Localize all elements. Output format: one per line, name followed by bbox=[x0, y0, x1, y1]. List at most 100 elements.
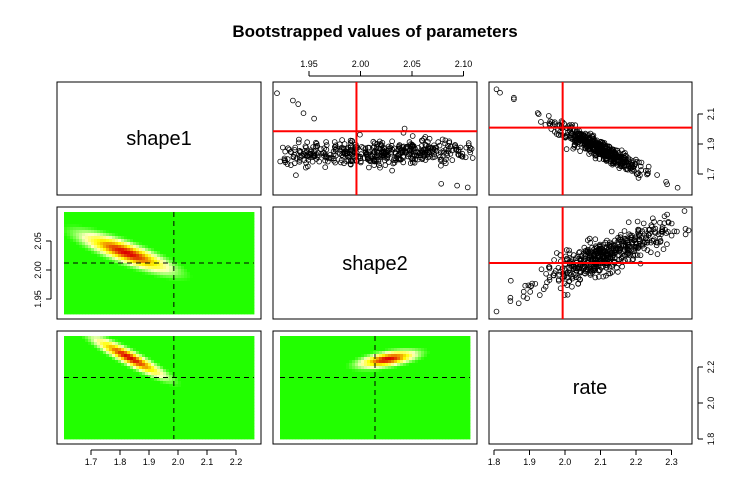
density-cell bbox=[130, 266, 134, 270]
density-cell bbox=[169, 438, 173, 440]
density-cell bbox=[145, 360, 149, 364]
density-cell bbox=[139, 369, 143, 373]
density-cell bbox=[64, 287, 68, 291]
density-cell bbox=[235, 260, 239, 264]
density-cell bbox=[73, 308, 77, 312]
density-cell bbox=[136, 423, 140, 427]
density-cell bbox=[142, 393, 146, 397]
density-cell bbox=[193, 302, 197, 306]
density-cell bbox=[247, 251, 251, 255]
density-cell bbox=[88, 390, 92, 394]
density-cell bbox=[217, 242, 221, 246]
density-cell bbox=[133, 260, 137, 264]
density-cell bbox=[220, 435, 224, 439]
density-cell bbox=[208, 420, 212, 424]
density-cell bbox=[211, 260, 215, 264]
density-cell bbox=[91, 435, 95, 439]
density-cell bbox=[70, 336, 74, 340]
density-cell bbox=[301, 336, 305, 340]
density-cell bbox=[151, 405, 155, 409]
density-cell bbox=[247, 408, 251, 412]
density-cell bbox=[100, 221, 104, 225]
density-cell bbox=[121, 345, 125, 349]
density-cell bbox=[100, 257, 104, 261]
density-cell bbox=[148, 336, 152, 340]
density-cell bbox=[100, 215, 104, 219]
density-cell bbox=[286, 357, 290, 361]
density-cell bbox=[154, 420, 158, 424]
density-cell bbox=[304, 378, 308, 382]
density-cell bbox=[175, 293, 179, 297]
density-cell bbox=[175, 432, 179, 436]
density-cell bbox=[238, 381, 242, 385]
density-cell bbox=[187, 254, 191, 258]
density-cell bbox=[190, 426, 194, 430]
density-cell bbox=[136, 296, 140, 300]
density-cell bbox=[232, 411, 236, 415]
density-cell bbox=[70, 396, 74, 400]
density-cell bbox=[85, 272, 89, 276]
density-cell bbox=[307, 393, 311, 397]
density-cell bbox=[151, 266, 155, 270]
density-cell bbox=[76, 281, 80, 285]
density-cell bbox=[130, 233, 134, 237]
density-cell bbox=[187, 278, 191, 282]
density-cell bbox=[304, 420, 308, 424]
density-cell bbox=[235, 233, 239, 237]
density-cell bbox=[109, 218, 113, 222]
density-cell bbox=[103, 414, 107, 418]
density-cell bbox=[184, 363, 188, 367]
density-cell bbox=[250, 369, 254, 373]
density-cell bbox=[91, 390, 95, 394]
density-cell bbox=[139, 348, 143, 352]
density-cell bbox=[166, 218, 170, 222]
density-cell bbox=[247, 281, 251, 285]
density-cell bbox=[223, 339, 227, 343]
density-cell bbox=[130, 366, 134, 370]
density-cell bbox=[115, 378, 119, 382]
density-cell bbox=[139, 384, 143, 388]
density-cell bbox=[223, 354, 227, 358]
density-cell bbox=[70, 212, 74, 216]
density-cell bbox=[88, 417, 92, 421]
density-cell bbox=[112, 339, 116, 343]
density-cell bbox=[139, 417, 143, 421]
density-cell bbox=[169, 342, 173, 346]
density-cell bbox=[67, 354, 71, 358]
density-cell bbox=[130, 296, 134, 300]
density-cell bbox=[142, 351, 146, 355]
density-cell bbox=[250, 402, 254, 406]
density-cell bbox=[283, 384, 287, 388]
density-cell bbox=[238, 411, 242, 415]
density-cell bbox=[241, 275, 245, 279]
density-cell bbox=[103, 393, 107, 397]
density-cell bbox=[130, 251, 134, 255]
density-cell bbox=[91, 429, 95, 433]
density-cell bbox=[172, 342, 176, 346]
density-cell bbox=[169, 423, 173, 427]
density-cell bbox=[154, 290, 158, 294]
density-cell bbox=[298, 429, 302, 433]
density-cell bbox=[139, 296, 143, 300]
density-cell bbox=[199, 278, 203, 282]
density-cell bbox=[70, 251, 74, 255]
density-cell bbox=[133, 287, 137, 291]
density-cell bbox=[112, 408, 116, 412]
density-cell bbox=[211, 360, 215, 364]
density-cell bbox=[202, 381, 206, 385]
density-cell bbox=[169, 411, 173, 415]
density-cell bbox=[286, 405, 290, 409]
density-cell bbox=[205, 281, 209, 285]
density-cell bbox=[238, 254, 242, 258]
density-cell bbox=[229, 287, 233, 291]
density-cell bbox=[190, 266, 194, 270]
density-cell bbox=[211, 405, 215, 409]
density-cell bbox=[124, 263, 128, 267]
density-cell bbox=[112, 305, 116, 309]
density-cell bbox=[298, 348, 302, 352]
density-cell bbox=[70, 311, 74, 315]
density-cell bbox=[94, 426, 98, 430]
density-cell bbox=[214, 248, 218, 252]
density-cell bbox=[139, 212, 143, 216]
density-cell bbox=[223, 348, 227, 352]
